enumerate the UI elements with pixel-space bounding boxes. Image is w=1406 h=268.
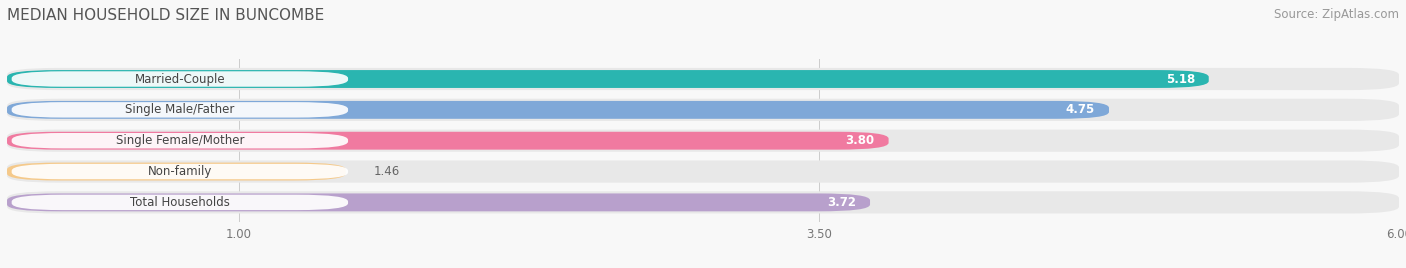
Text: MEDIAN HOUSEHOLD SIZE IN BUNCOMBE: MEDIAN HOUSEHOLD SIZE IN BUNCOMBE <box>7 8 325 23</box>
FancyBboxPatch shape <box>7 132 889 150</box>
Text: Single Male/Father: Single Male/Father <box>125 103 235 116</box>
Text: Single Female/Mother: Single Female/Mother <box>115 134 245 147</box>
Text: 3.72: 3.72 <box>827 196 856 209</box>
FancyBboxPatch shape <box>7 130 1399 152</box>
FancyBboxPatch shape <box>11 195 349 210</box>
Text: 1.46: 1.46 <box>374 165 399 178</box>
FancyBboxPatch shape <box>7 193 870 211</box>
Text: Non-family: Non-family <box>148 165 212 178</box>
FancyBboxPatch shape <box>11 102 349 118</box>
FancyBboxPatch shape <box>7 99 1399 121</box>
FancyBboxPatch shape <box>7 161 1399 183</box>
Text: Total Households: Total Households <box>129 196 229 209</box>
FancyBboxPatch shape <box>11 164 349 179</box>
Text: 3.80: 3.80 <box>845 134 875 147</box>
Text: Married-Couple: Married-Couple <box>135 73 225 85</box>
FancyBboxPatch shape <box>11 133 349 148</box>
FancyBboxPatch shape <box>7 101 1109 119</box>
Text: Source: ZipAtlas.com: Source: ZipAtlas.com <box>1274 8 1399 21</box>
FancyBboxPatch shape <box>7 68 1399 90</box>
FancyBboxPatch shape <box>7 70 1209 88</box>
FancyBboxPatch shape <box>7 163 346 180</box>
FancyBboxPatch shape <box>11 71 349 87</box>
FancyBboxPatch shape <box>7 191 1399 214</box>
Text: 5.18: 5.18 <box>1166 73 1195 85</box>
Text: 4.75: 4.75 <box>1066 103 1095 116</box>
